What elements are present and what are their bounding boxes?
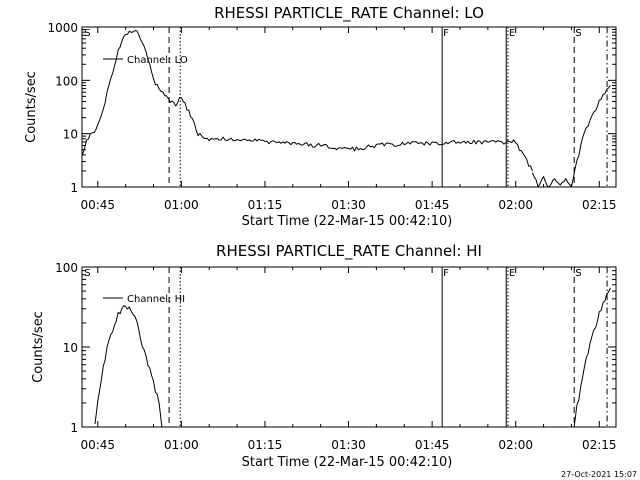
panel-lo: RHESSI PARTICLE_RATE Channel: LO Counts/… <box>24 4 617 229</box>
event-marker-label-0-3: F <box>443 28 449 39</box>
x-tick-label-1-3: 01:30 <box>331 438 366 452</box>
legend-lo: Channel: LO <box>103 55 188 66</box>
x-tick-label-1-0: 00:45 <box>80 438 115 452</box>
legend-hi: Channel: HI <box>103 294 185 305</box>
date-stamp: 27-Oct-2021 15:07 <box>561 470 637 479</box>
x-tick-label-0-4: 01:45 <box>415 198 450 212</box>
series-line-1-0-1 <box>573 287 611 427</box>
series-line-1-0-0 <box>94 305 163 428</box>
legend-label-hi: Channel: HI <box>127 294 185 305</box>
x-tick-label-1-4: 01:45 <box>415 438 450 452</box>
series-line-0-0-1 <box>531 172 572 188</box>
x-tick-label-0-5: 02:00 <box>498 198 533 212</box>
y-axis-label-lo: Counts/sec <box>24 71 39 143</box>
x-tick-label-0-1: 01:00 <box>164 198 199 212</box>
chart-title-hi: RHESSI PARTICLE_RATE Channel: HI <box>216 242 482 261</box>
event-marker-label-1-3: F <box>443 268 449 279</box>
x-tick-label-0-0: 00:45 <box>80 198 115 212</box>
y-tick-label-0-3: 1000 <box>47 21 78 35</box>
y-tick-label-0-2: 100 <box>55 74 78 88</box>
event-marker-label-1-0: S <box>84 268 90 279</box>
plot-frame-hi <box>81 266 617 428</box>
x-tick-label-0-2: 01:15 <box>248 198 283 212</box>
event-marker-label-0-6: S <box>575 28 581 39</box>
y-axis-label-hi: Counts/sec <box>31 311 46 383</box>
x-tick-label-1-6: 02:15 <box>582 438 617 452</box>
x-tick-label-1-5: 02:00 <box>498 438 533 452</box>
panel-hi: RHESSI PARTICLE_RATE Channel: HI Counts/… <box>31 242 617 470</box>
plot-frame-lo <box>81 26 617 188</box>
series-line-0-0-2 <box>570 85 611 188</box>
y-tick-label-1-2: 100 <box>55 261 78 275</box>
event-marker-label-0-0: S <box>84 28 90 39</box>
y-tick-label-1-0: 1 <box>70 421 78 435</box>
y-tick-label-0-0: 1 <box>70 181 78 195</box>
x-axis-label-hi: Start Time (22-Mar-15 00:42:10) <box>242 455 453 470</box>
y-tick-label-1-1: 10 <box>63 341 78 355</box>
x-tick-label-0-6: 02:15 <box>582 198 617 212</box>
chart-title-lo: RHESSI PARTICLE_RATE Channel: LO <box>214 4 484 23</box>
x-tick-label-1-1: 01:00 <box>164 438 199 452</box>
y-tick-label-0-1: 10 <box>63 128 78 142</box>
x-tick-label-1-2: 01:15 <box>248 438 283 452</box>
event-marker-label-0-5: E <box>509 28 515 39</box>
x-tick-label-0-3: 01:30 <box>331 198 366 212</box>
event-marker-label-1-5: E <box>509 268 515 279</box>
legend-label-lo: Channel: LO <box>127 55 188 66</box>
x-axis-label-lo: Start Time (22-Mar-15 00:42:10) <box>242 214 453 229</box>
event-marker-label-1-6: S <box>575 268 581 279</box>
series-line-0-0-0 <box>81 30 533 172</box>
